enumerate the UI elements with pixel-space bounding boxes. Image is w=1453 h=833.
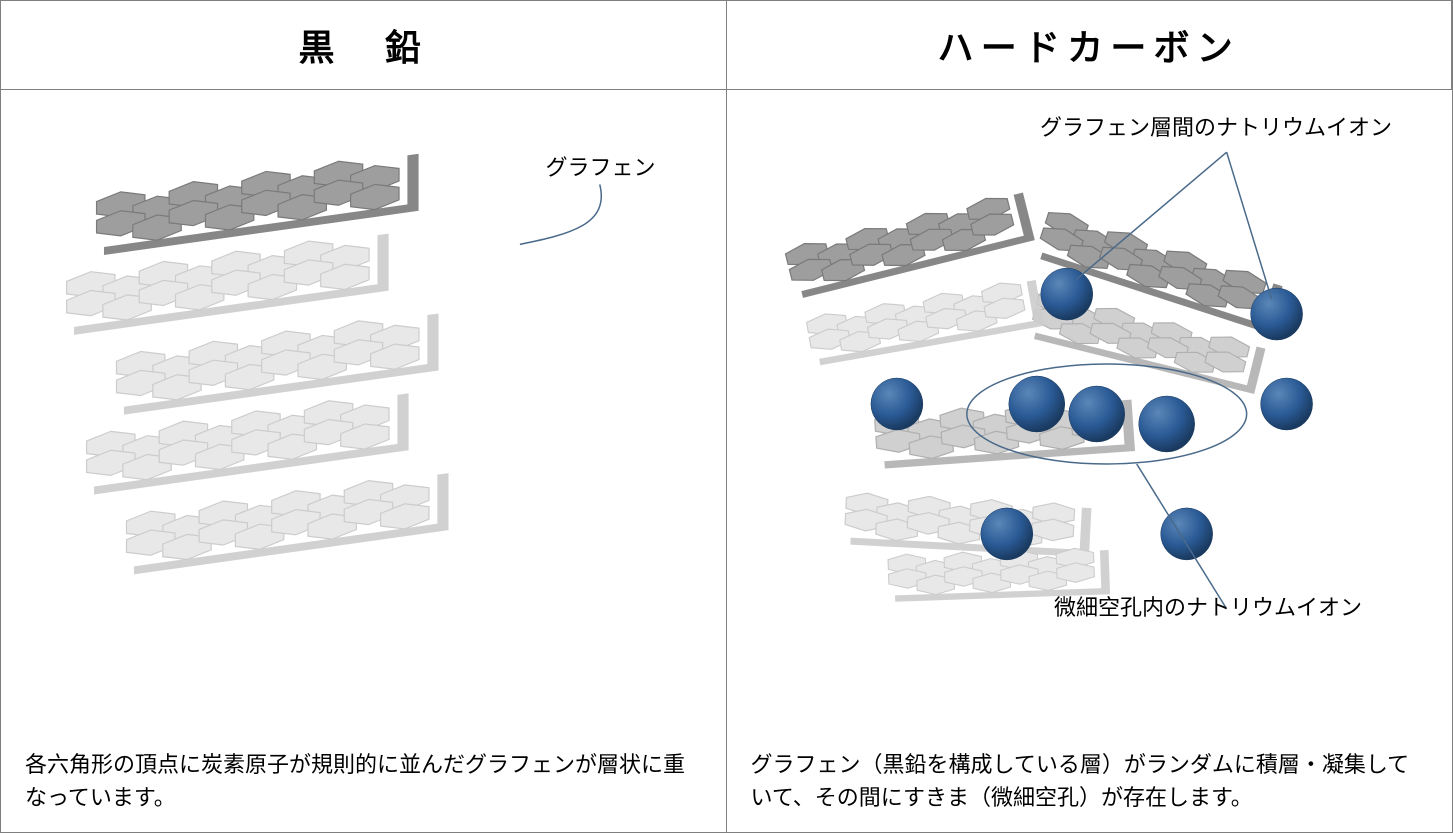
- cell-hardcarbon: グラフェン層間のナトリウムイオン 微細空孔内のナトリウムイオン グラフェン（黒鉛…: [727, 90, 1453, 832]
- header-hardcarbon-title: ハードカーボン: [938, 27, 1240, 68]
- caption-graphite: 各六角形の頂点に炭素原子が規則的に並んだグラフェンが層状に重なっています。: [1, 738, 726, 832]
- hardcarbon-svg: [727, 90, 1453, 738]
- graphite-diagram: グラフェン: [1, 90, 726, 738]
- caption-hardcarbon: グラフェン（黒鉛を構成している層）がランダムに積層・凝集していて、その間にすきま…: [727, 738, 1453, 832]
- annotation-graphene: グラフェン: [545, 150, 655, 182]
- graphite-svg: [1, 90, 726, 738]
- comparison-table: 黒 鉛 ハードカーボン グラフェン 各六角形の頂点に炭素原子が規則的に並んだグラ…: [0, 0, 1453, 833]
- cell-graphite: グラフェン 各六角形の頂点に炭素原子が規則的に並んだグラフェンが層状に重なってい…: [1, 90, 727, 832]
- header-hardcarbon: ハードカーボン: [727, 1, 1453, 90]
- annotation-interlayer: グラフェン層間のナトリウムイオン: [1040, 110, 1392, 142]
- header-graphite: 黒 鉛: [1, 1, 727, 90]
- annotation-micropore: 微細空孔内のナトリウムイオン: [1054, 590, 1362, 622]
- hardcarbon-diagram: グラフェン層間のナトリウムイオン 微細空孔内のナトリウムイオン: [727, 90, 1453, 738]
- header-graphite-title: 黒 鉛: [298, 27, 428, 68]
